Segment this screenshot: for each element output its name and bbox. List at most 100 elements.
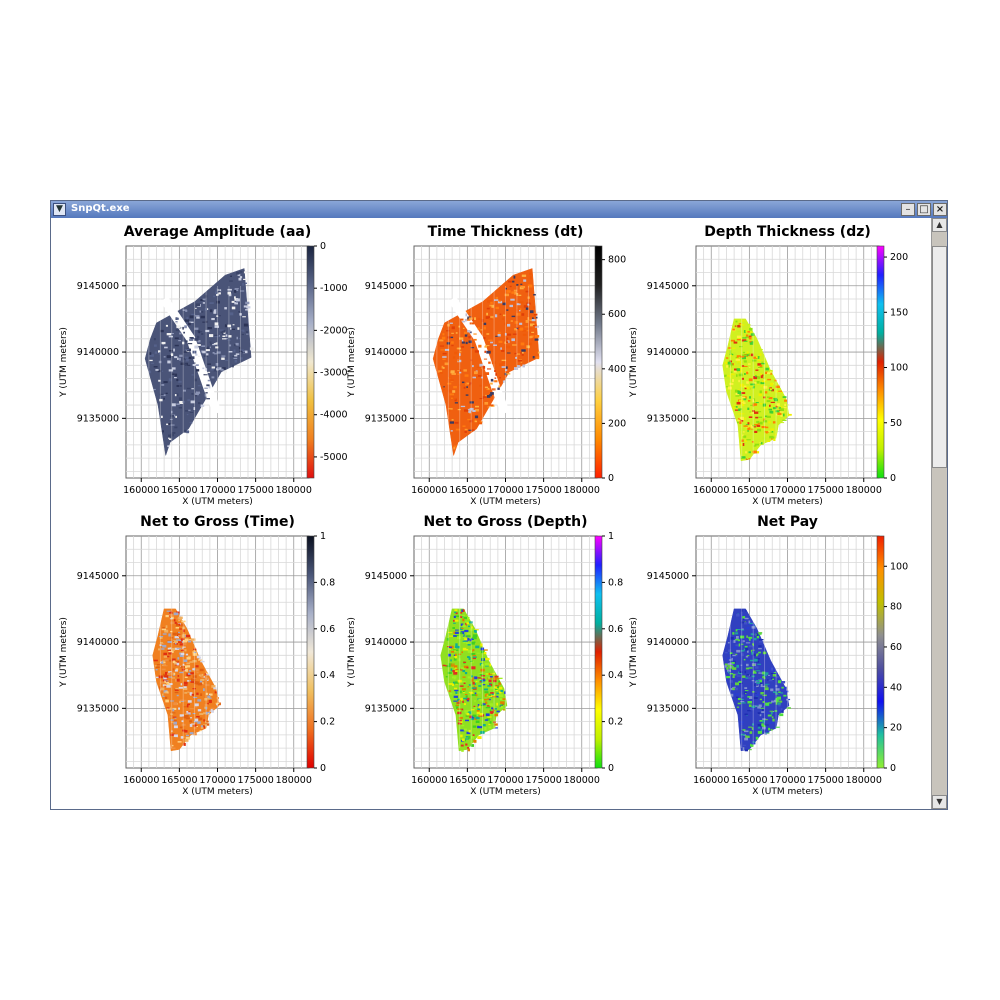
data-cell [189, 720, 192, 723]
data-cell [475, 694, 478, 697]
data-cell [495, 373, 497, 376]
colorbar-tick-label: 40 [890, 682, 902, 693]
data-cell [174, 337, 179, 340]
data-cell [735, 638, 739, 641]
data-cell [498, 691, 502, 694]
data-cell [780, 708, 783, 711]
data-cell [763, 706, 766, 708]
data-cell [520, 342, 525, 346]
data-cell [468, 621, 473, 624]
data-cell [500, 704, 504, 706]
data-cell [467, 709, 470, 712]
chart-title: Time Thickness (dt) [428, 224, 584, 240]
data-cell [194, 378, 197, 382]
data-cell [457, 658, 461, 662]
data-cell [453, 445, 457, 447]
data-cell [245, 282, 247, 284]
data-cell [466, 642, 469, 644]
data-cell [733, 686, 736, 688]
data-cell [162, 673, 166, 677]
data-cell [740, 420, 744, 422]
data-cell [519, 308, 522, 311]
data-cell [771, 700, 774, 703]
data-cell [183, 699, 187, 702]
data-cell [510, 298, 515, 301]
data-cell [452, 683, 455, 686]
data-cell [762, 675, 765, 677]
data-cell [214, 322, 219, 326]
data-cell [484, 372, 490, 375]
data-cell [740, 698, 744, 700]
y-tick-label: 9145000 [365, 281, 407, 292]
data-cell [765, 732, 769, 734]
data-cell [181, 623, 184, 627]
data-cell [736, 675, 741, 677]
data-cell [481, 663, 484, 667]
vertical-scrollbar[interactable]: ▲ ▼ [931, 218, 947, 809]
data-cell [480, 731, 485, 734]
data-cell [490, 686, 494, 690]
data-cell [757, 428, 761, 432]
data-cell [485, 713, 490, 717]
data-cell [462, 688, 466, 691]
data-cell [187, 343, 193, 345]
data-cell [193, 650, 196, 652]
data-cell [159, 636, 164, 637]
data-cell [184, 676, 188, 678]
data-cell [185, 356, 189, 359]
data-cell [182, 400, 185, 404]
chevron-down-icon[interactable]: ▼ [53, 203, 66, 216]
data-cell [500, 698, 503, 701]
data-cell [184, 730, 188, 733]
window-title: SnpQt.exe [71, 203, 130, 214]
data-cell [493, 723, 498, 726]
data-cell [764, 672, 769, 675]
data-cell [489, 394, 492, 397]
data-cell [764, 732, 767, 735]
data-cell [239, 313, 242, 316]
data-cell [204, 308, 207, 311]
data-cell [228, 351, 233, 353]
data-cell [744, 670, 747, 674]
data-cell [460, 720, 463, 724]
x-tick-label: 160000 [693, 775, 729, 786]
maximize-icon[interactable]: □ [917, 203, 931, 216]
data-cell [457, 711, 462, 715]
data-cell [454, 398, 457, 400]
data-cell [752, 672, 757, 674]
data-cell [760, 385, 763, 387]
data-cell [168, 633, 171, 637]
data-cell [205, 683, 210, 687]
data-cell [451, 345, 454, 347]
data-cell [770, 401, 775, 403]
data-cell [171, 712, 176, 714]
data-cell [788, 413, 792, 416]
data-cell [777, 412, 782, 415]
data-cell [461, 651, 463, 654]
close-icon[interactable]: × [933, 203, 947, 216]
data-cell [450, 379, 454, 382]
data-cell [163, 661, 166, 664]
data-cell [455, 649, 459, 651]
data-cell [768, 430, 770, 432]
minimize-icon[interactable]: – [901, 203, 915, 216]
arrow-down-icon[interactable]: ▼ [932, 795, 947, 809]
data-cell [750, 412, 755, 414]
data-cell [770, 688, 774, 692]
data-cell [751, 651, 754, 655]
data-cell [168, 676, 172, 678]
data-cell [752, 403, 755, 407]
plots-canvas: Average Amplitude (aa)160000 165000 170000… [59, 224, 908, 797]
data-cell [441, 336, 446, 340]
data-cell [445, 665, 448, 667]
data-cell [181, 649, 185, 651]
arrow-up-icon[interactable]: ▲ [932, 218, 947, 232]
data-cell [213, 309, 216, 313]
data-cell [754, 430, 758, 433]
data-cell [192, 713, 196, 715]
scrollbar-thumb[interactable] [932, 246, 947, 468]
data-cell [453, 678, 456, 680]
data-cell [489, 711, 494, 714]
scrollbar-track[interactable] [932, 232, 947, 795]
title-bar[interactable]: ▼ SnpQt.exe – □ × [51, 201, 947, 218]
